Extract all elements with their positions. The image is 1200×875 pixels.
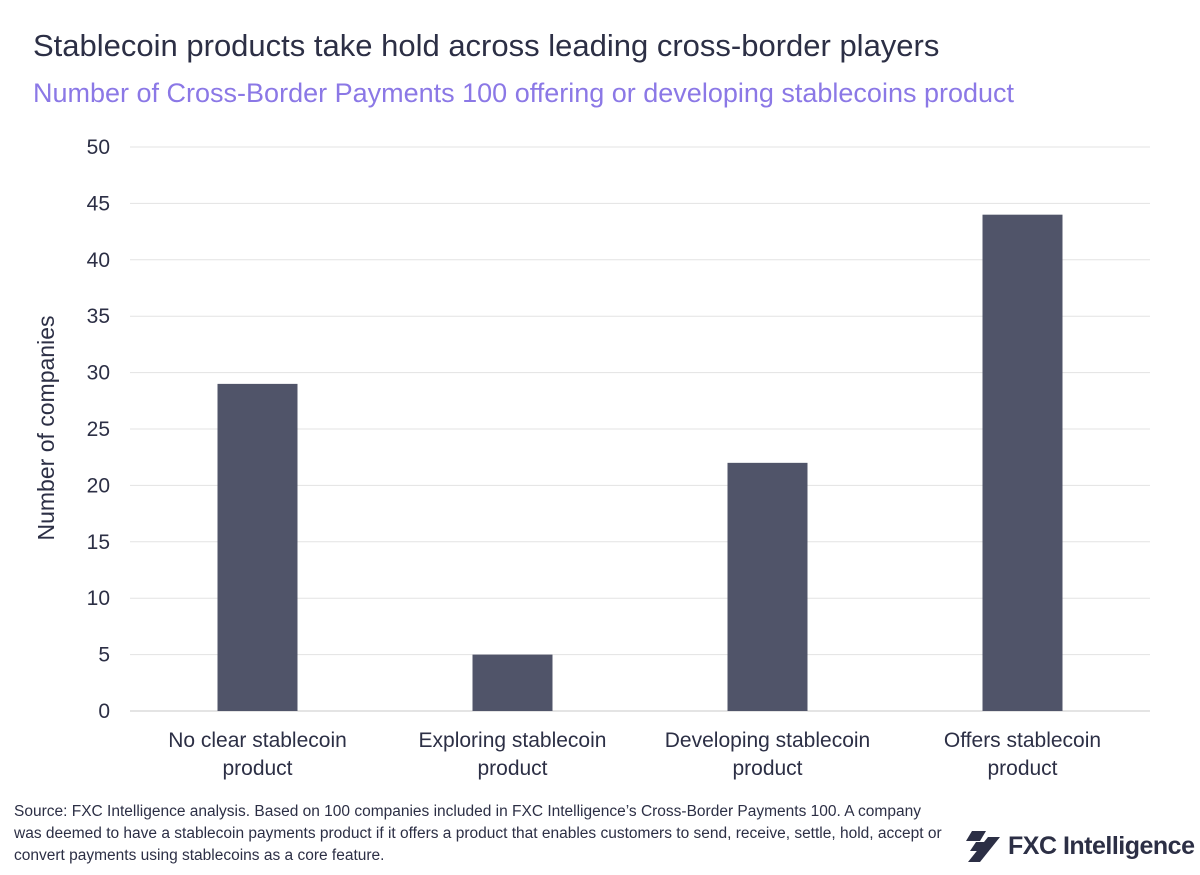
y-axis-ticks: 0 5 10 15 20 25 30 35 40 45 50: [87, 136, 110, 723]
y-tick-label: 35: [87, 305, 110, 328]
logo-text: FXC Intelligence: [1008, 831, 1195, 860]
x-category-label: Exploring stablecoin: [419, 729, 607, 752]
fxc-logo-icon: [966, 831, 1000, 862]
x-category-label: product: [987, 757, 1057, 780]
y-tick-label: 40: [87, 249, 110, 272]
x-category-label: product: [477, 757, 547, 780]
chart-subtitle: Number of Cross-Border Payments 100 offe…: [33, 78, 1015, 108]
y-tick-label: 20: [87, 474, 110, 497]
bar: [472, 654, 553, 711]
x-category-label: No clear stablecoin: [168, 729, 347, 752]
gridlines: [130, 146, 1150, 712]
y-tick-label: 45: [87, 192, 110, 215]
y-tick-label: 10: [87, 587, 110, 610]
bar: [217, 383, 298, 711]
bars: [217, 214, 1063, 711]
x-category-label: Developing stablecoin: [665, 729, 870, 752]
bar: [727, 462, 808, 711]
y-tick-label: 5: [98, 644, 110, 667]
x-category-label: Offers stablecoin: [944, 729, 1101, 752]
bar-chart: 0 5 10 15 20 25 30 35 40 45 50 No clear stablecoin…: [33, 136, 1150, 780]
y-tick-label: 15: [87, 531, 110, 554]
y-tick-label: 25: [87, 418, 110, 441]
x-axis-labels: No clear stablecoin product Exploring stab…: [168, 729, 1101, 780]
y-axis-title: Number of companies: [33, 316, 59, 541]
x-category-label: product: [732, 757, 802, 780]
y-tick-label: 50: [87, 136, 110, 159]
bar: [982, 214, 1063, 711]
source-note: Source: FXC Intelligence analysis. Based…: [14, 803, 942, 864]
x-category-label: product: [222, 757, 292, 780]
brand-logo: FXC Intelligence: [966, 828, 1195, 864]
chart-title: Stablecoin products take hold across lea…: [33, 28, 940, 63]
y-tick-label: 30: [87, 362, 110, 385]
y-tick-label: 0: [98, 700, 110, 723]
